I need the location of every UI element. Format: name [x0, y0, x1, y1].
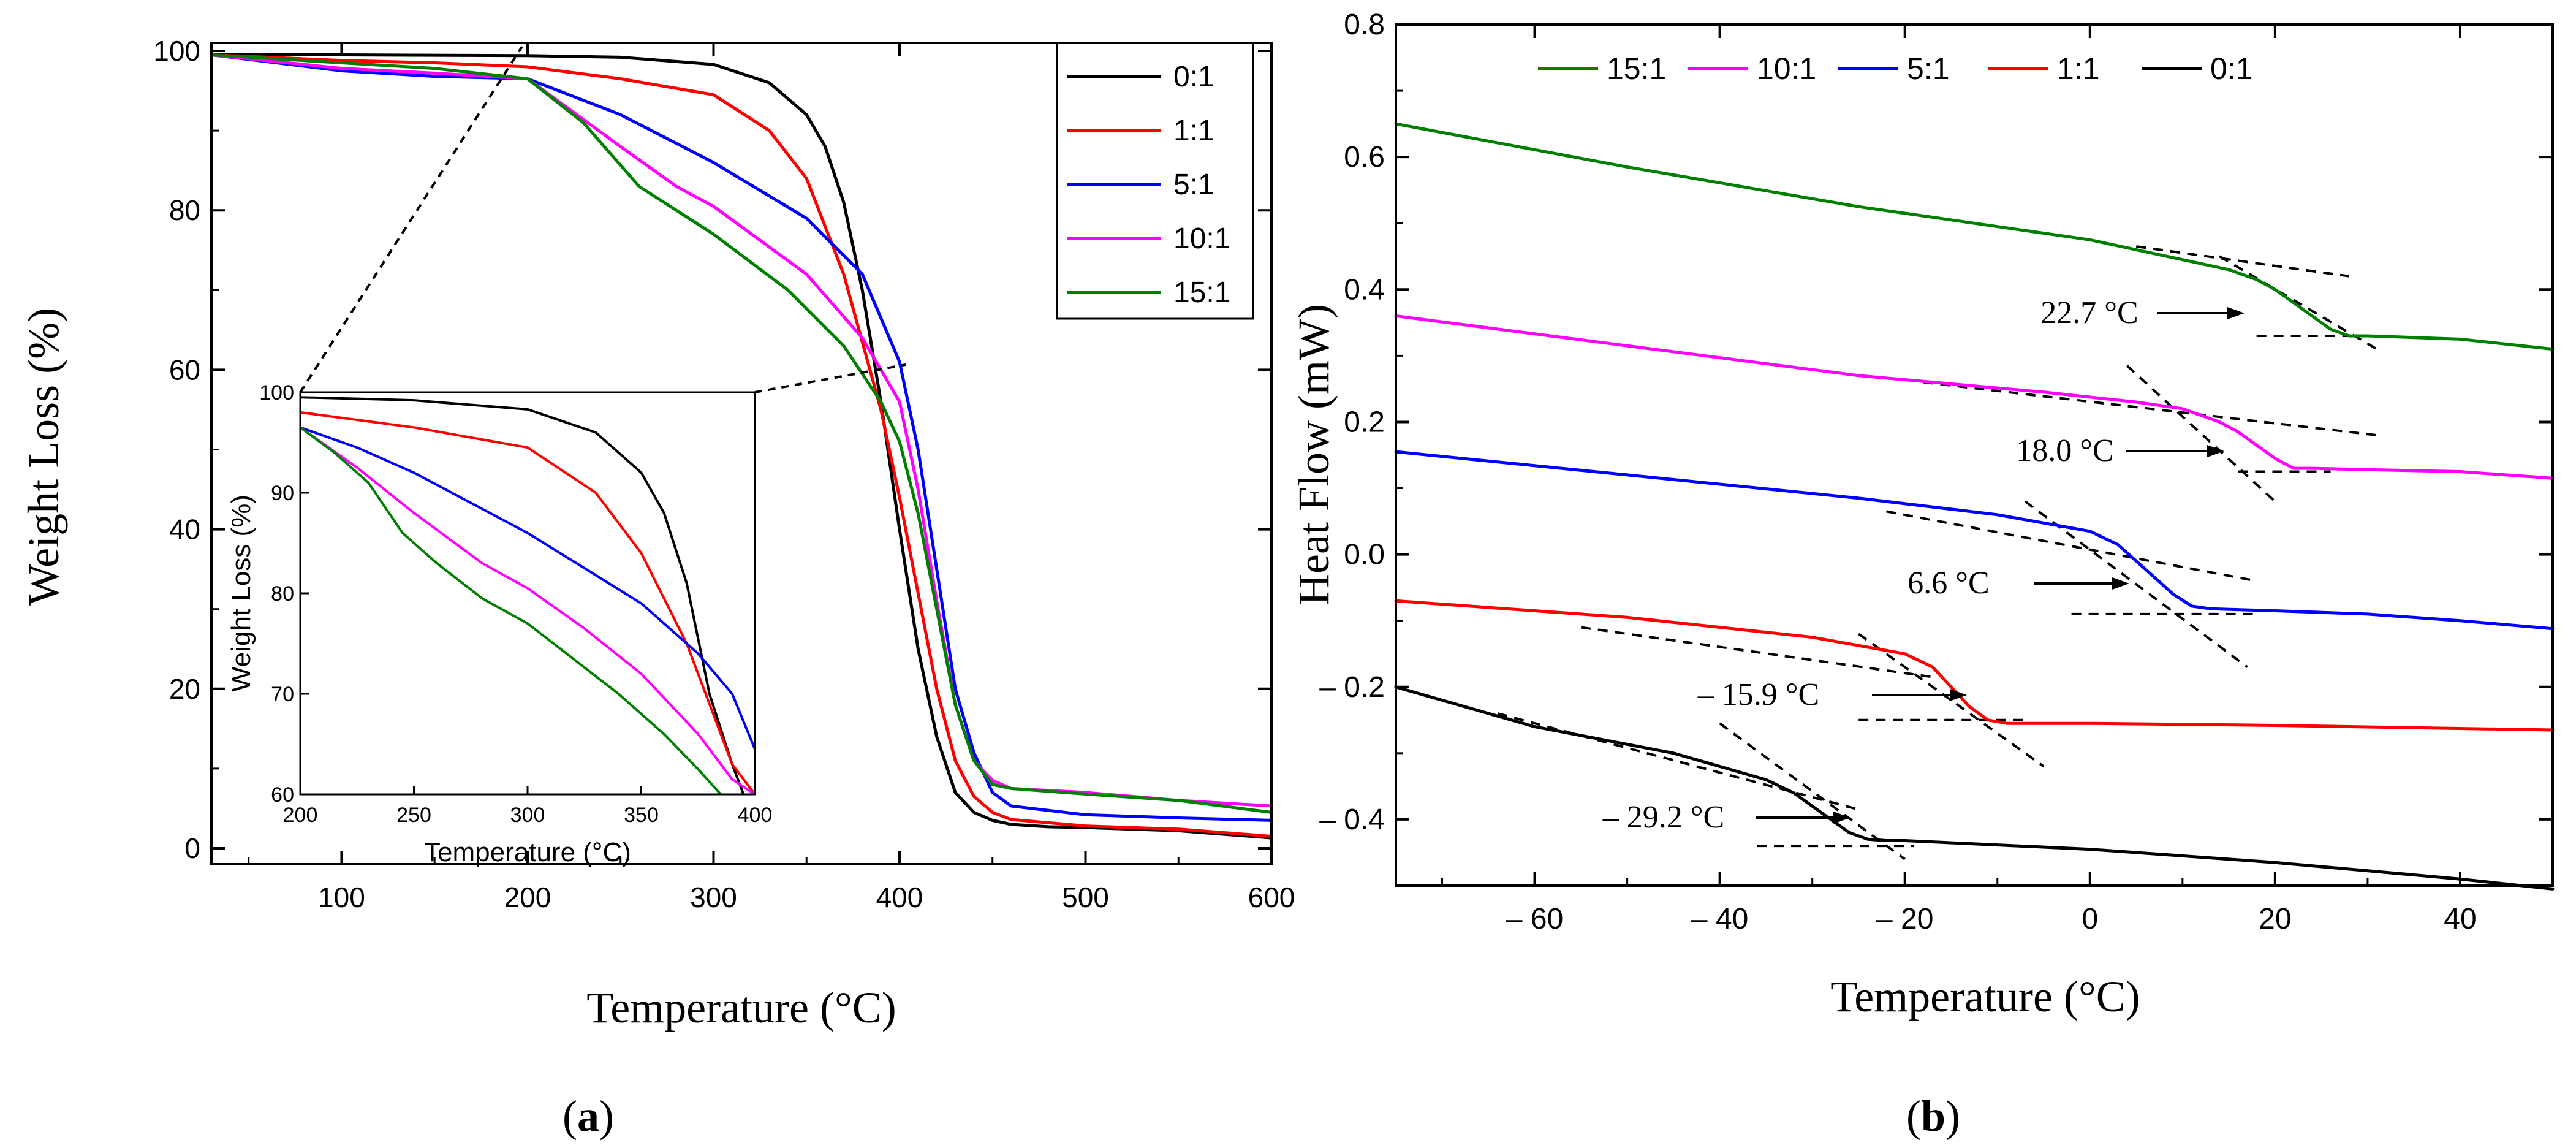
inset-y-axis-title: Weight Loss (%) [226, 495, 256, 692]
chart-a-series-line-4 [210, 53, 1273, 814]
chart-b-series-line-2 [1394, 450, 2555, 631]
inset-x-tick-label: 200 [283, 804, 318, 827]
inset-y-tick-label: 60 [271, 783, 294, 807]
tangent-line-6 [1886, 510, 2257, 582]
tangent-line-12 [1497, 712, 1859, 811]
y-tick-label: 0.6 [1344, 141, 1385, 173]
annotation-arrow-head [2112, 577, 2129, 590]
chart-a-x-axis-title: Temperature (°C) [586, 983, 896, 1032]
annotation-arrow-head [1833, 812, 1851, 824]
annotation-arrow-head [1950, 689, 1967, 701]
inset-y-tick-label: 70 [271, 683, 294, 706]
panel-a-label: (a) [563, 1092, 614, 1141]
y-tick-label: 0.2 [1344, 406, 1385, 438]
chart-b-series-line-4 [1394, 685, 2555, 891]
x-tick-label: – 20 [1876, 903, 1933, 935]
inset-series-line-0 [300, 396, 745, 794]
x-tick-label: – 40 [1691, 903, 1748, 935]
tangent-line-7 [2024, 500, 2248, 668]
panel-b-label: (b) [1906, 1092, 1960, 1141]
legend-label: 10:1 [1757, 51, 1816, 86]
legend-label: 0:1 [2210, 51, 2253, 86]
tangent-line-10 [1858, 633, 2045, 768]
annotation-label: 22.7 °C [2040, 295, 2138, 330]
y-tick-label: 0.4 [1344, 273, 1385, 306]
chart-b-y-axis-title: Heat Flow (mW) [1289, 304, 1338, 606]
tangent-line-9 [1580, 626, 1933, 679]
chart-a-legend: 0:1 1:1 5:1 10:1 15:1 [1056, 42, 1254, 320]
y-tick-label: 100 [153, 35, 200, 67]
inset-y-tick-label: 100 [259, 381, 294, 405]
annotation-arrow-head [2227, 307, 2245, 319]
legend-label: 10:1 [1173, 222, 1230, 255]
annotation-label: 6.6 °C [1907, 566, 1989, 601]
annotation-label: – 29.2 °C [1602, 800, 1724, 835]
x-tick-label: 200 [504, 881, 551, 913]
inset-x-tick-label: 250 [396, 804, 431, 827]
legend-label: 5:1 [1173, 169, 1214, 201]
chart-b-legend: 15:1 10:1 5:1 1:1 0:1 [1538, 51, 2253, 86]
x-tick-label: 400 [876, 881, 923, 913]
inset-series-line-1 [300, 411, 755, 794]
x-tick-label: 300 [690, 881, 737, 913]
x-tick-label: 600 [1248, 881, 1295, 913]
tangent-lines [1497, 245, 2378, 861]
chart-b-x-axis-title: Temperature (°C) [1830, 972, 2140, 1021]
x-tick-label: 20 [2259, 903, 2291, 935]
y-tick-label: – 0.4 [1319, 804, 1385, 836]
x-tick-label: 0 [2082, 903, 2098, 935]
chart-a-series-line-1 [210, 53, 1273, 838]
y-tick-label: 40 [169, 514, 200, 545]
inset-zoom-line-left [299, 45, 523, 393]
legend-label: 5:1 [1907, 51, 1950, 86]
y-tick-label: – 0.2 [1319, 671, 1385, 704]
inset-x-axis-title: Temperature (°C) [424, 837, 631, 867]
legend-label: 15:1 [1173, 276, 1230, 309]
inset-x-tick-label: 350 [624, 804, 659, 827]
annotation-label: 18.0 °C [2016, 433, 2113, 468]
inset-zoom-line-right [754, 363, 906, 393]
tangent-line-3 [1923, 381, 2377, 437]
legend-label: 15:1 [1607, 51, 1666, 86]
x-tick-label: 500 [1062, 881, 1109, 913]
inset-y-tick-label: 80 [271, 582, 294, 606]
x-tick-label: – 60 [1506, 903, 1563, 935]
chart-b-frame [1395, 23, 2554, 887]
inset-series-line-2 [300, 426, 755, 751]
chart-a-inset: 200 250 300 350 400 60 70 80 90 100 Temperature (… [226, 45, 906, 867]
chart-a-y-axis-title: Weight Loss (%) [19, 308, 68, 606]
tangent-line-1 [2219, 255, 2378, 351]
chart-b: 22.7 °C 18.0 °C 6.6 °C – 15.9 °C – 29.2 °C –… [1289, 9, 2555, 1141]
chart-b-annotations: 22.7 °C 18.0 °C 6.6 °C – 15.9 °C – 29.2 °C [1602, 295, 2245, 835]
chart-a: 100 200 300 400 500 600 0 20 40 60 80 100 Temperatu… [19, 35, 1295, 1141]
chart-a-frame [210, 42, 1273, 865]
y-tick-label: 60 [169, 354, 200, 386]
y-tick-label: 80 [169, 194, 200, 226]
chart-a-series-line-0 [210, 53, 1273, 840]
chart-b-series-line-1 [1394, 314, 2555, 480]
tangent-line-0 [2136, 245, 2349, 278]
legend-label: 1:1 [1173, 115, 1214, 147]
y-tick-label: 0.8 [1344, 9, 1385, 41]
chart-b-series-line-0 [1394, 122, 2555, 351]
annotation-arrow-head [2207, 445, 2224, 457]
inset-series-line-3 [300, 426, 755, 794]
inset-frame [299, 391, 756, 796]
legend-label: 0:1 [1173, 61, 1214, 93]
inset-series-line-4 [300, 426, 722, 794]
y-tick-label: 0.0 [1344, 539, 1385, 571]
y-tick-label: 20 [169, 673, 200, 705]
inset-x-tick-label: 300 [510, 804, 545, 827]
x-tick-label: 100 [318, 881, 365, 913]
legend-label: 1:1 [2057, 51, 2100, 86]
tangent-line-13 [1719, 722, 1906, 861]
y-tick-label: 0 [184, 832, 200, 864]
inset-x-tick-label: 400 [738, 804, 773, 827]
x-tick-label: 40 [2444, 903, 2476, 935]
inset-y-tick-label: 90 [271, 482, 294, 505]
annotation-label: – 15.9 °C [1697, 677, 1819, 712]
